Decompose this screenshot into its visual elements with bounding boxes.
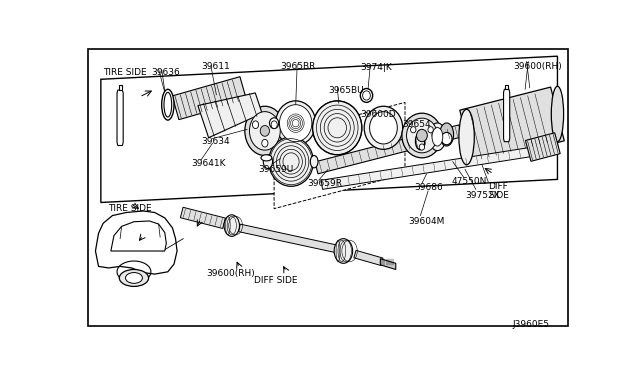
Ellipse shape [417,129,428,142]
Ellipse shape [411,126,416,133]
Ellipse shape [164,92,172,117]
Ellipse shape [260,125,269,136]
Text: TIRE SIDE: TIRE SIDE [108,204,152,213]
Polygon shape [180,207,225,228]
Ellipse shape [369,112,397,144]
Polygon shape [198,93,262,138]
Ellipse shape [276,101,316,145]
Text: 39636: 39636 [151,68,180,77]
Polygon shape [460,87,564,164]
Ellipse shape [250,112,280,150]
Ellipse shape [406,118,437,153]
Ellipse shape [402,113,442,158]
Ellipse shape [252,121,259,129]
Polygon shape [111,221,166,251]
Ellipse shape [263,155,273,169]
Ellipse shape [269,118,279,129]
Ellipse shape [162,89,174,120]
Ellipse shape [363,91,371,100]
Polygon shape [117,90,123,145]
Text: DIFF SIDE: DIFF SIDE [254,276,298,285]
Ellipse shape [364,106,403,150]
Text: 3974|K: 3974|K [360,63,392,72]
Ellipse shape [224,215,239,236]
Ellipse shape [459,109,474,165]
Polygon shape [239,224,337,253]
Ellipse shape [360,89,372,102]
Polygon shape [172,77,246,120]
Polygon shape [95,211,177,274]
Text: 39659U: 39659U [259,165,294,174]
Text: 39634: 39634 [202,137,230,146]
Text: TIRE SIDE: TIRE SIDE [103,68,147,77]
Text: 39611: 39611 [201,62,230,71]
Ellipse shape [551,86,564,142]
Text: 39604M: 39604M [408,217,444,226]
Polygon shape [101,56,557,202]
Polygon shape [525,133,560,161]
Polygon shape [504,89,509,142]
Text: 39686: 39686 [414,183,443,192]
Ellipse shape [245,106,285,155]
Text: J3960E5: J3960E5 [513,320,550,329]
Ellipse shape [429,123,446,151]
Text: 3965BR: 3965BR [280,62,316,71]
Ellipse shape [440,123,454,146]
Ellipse shape [432,128,443,146]
Ellipse shape [310,155,318,168]
Ellipse shape [312,101,362,155]
Text: 39654: 39654 [402,120,431,129]
Ellipse shape [419,144,424,150]
Polygon shape [380,259,396,269]
Polygon shape [315,125,462,174]
Text: 47550N: 47550N [451,177,486,186]
Text: 39641K: 39641K [191,158,225,168]
Ellipse shape [271,121,277,129]
Text: 39600(RH): 39600(RH) [513,62,561,71]
Ellipse shape [119,269,148,286]
Ellipse shape [441,132,452,145]
Ellipse shape [269,137,314,186]
Polygon shape [118,86,122,90]
Ellipse shape [261,155,272,161]
Text: SIDE: SIDE [488,191,509,200]
Ellipse shape [334,239,353,263]
Ellipse shape [428,126,433,133]
Text: 39600D: 39600D [360,110,396,119]
Text: 3965BU: 3965BU [328,86,364,95]
Polygon shape [274,102,405,209]
Polygon shape [505,85,508,89]
Polygon shape [321,143,558,189]
Ellipse shape [280,105,312,142]
Text: 39752X: 39752X [465,191,500,200]
Polygon shape [354,250,383,266]
Ellipse shape [125,273,143,283]
Text: 39659R: 39659R [307,179,342,188]
Text: DIFF: DIFF [488,182,508,191]
Ellipse shape [262,140,268,147]
Text: 39600(RH): 39600(RH) [206,269,255,279]
